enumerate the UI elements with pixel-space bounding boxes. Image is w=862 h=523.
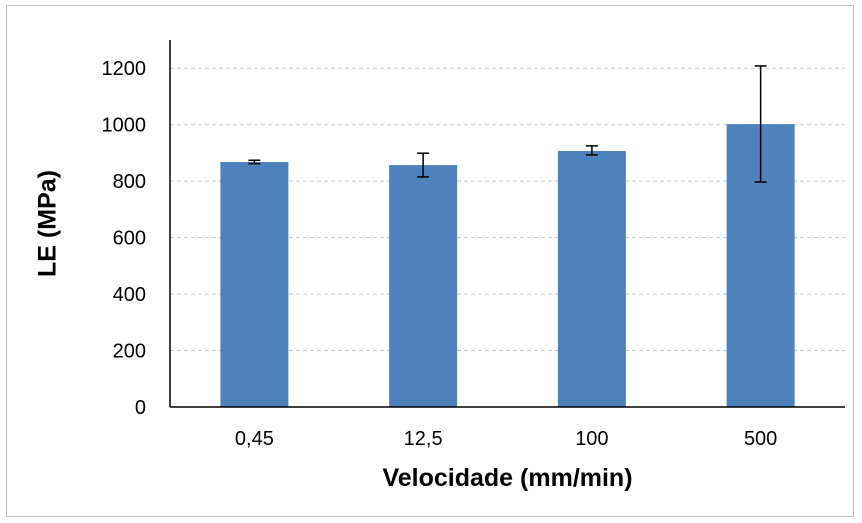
error-bars [248, 65, 767, 183]
x-tick-labels: 0,45 12,5 100 500 [235, 428, 777, 450]
y-tick-label: 1000 [102, 115, 147, 137]
axes [169, 40, 845, 408]
y-tick-label: 0 [135, 397, 146, 419]
bar [220, 161, 289, 407]
x-tick-label: 12,5 [404, 428, 443, 450]
y-tick-label: 200 [113, 341, 146, 363]
bars [220, 124, 795, 408]
x-tick-label: 500 [744, 428, 777, 450]
x-axis-title: Velocidade (mm/min) [382, 464, 632, 492]
x-tick-label: 0,45 [235, 428, 274, 450]
error-bar [417, 152, 430, 178]
x-tick-label: 100 [575, 428, 608, 450]
bar [389, 165, 458, 407]
y-tick-label: 400 [113, 284, 146, 306]
y-tick-label: 600 [113, 228, 146, 250]
bar [557, 150, 626, 407]
y-tick-label: 800 [113, 171, 146, 193]
error-bar [248, 159, 261, 165]
y-tick-labels: 0 200 400 600 800 1000 1200 [102, 58, 147, 419]
error-bar [754, 65, 767, 183]
error-bar [585, 145, 598, 156]
y-tick-label: 1200 [102, 58, 147, 80]
y-axis-title: LE (MPa) [34, 170, 62, 277]
